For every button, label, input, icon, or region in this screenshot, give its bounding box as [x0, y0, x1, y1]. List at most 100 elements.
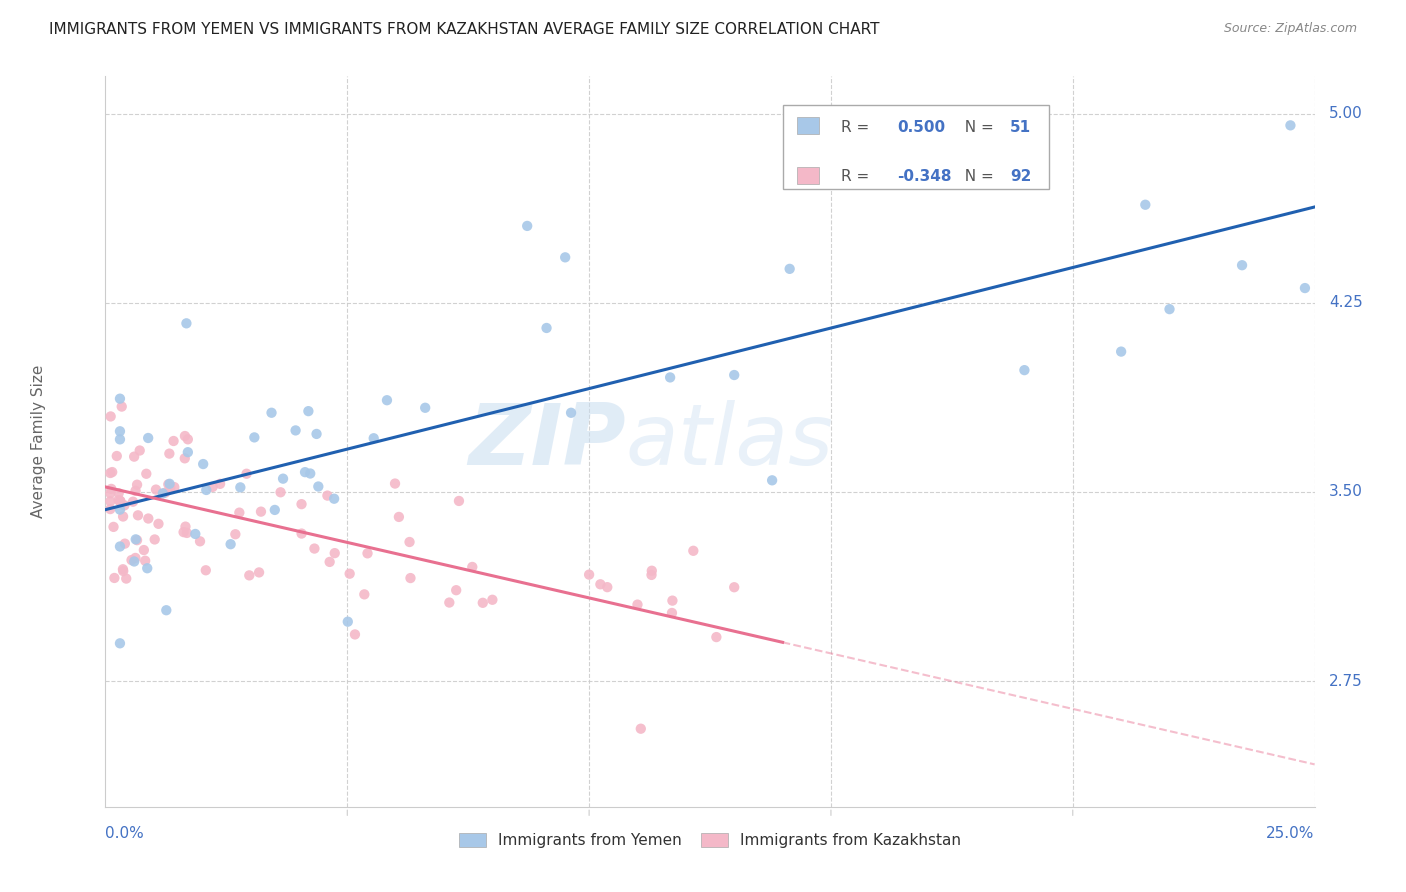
- Point: [125, 533, 148, 547]
- Point: [661, 593, 683, 607]
- Point: [121, 553, 143, 567]
- Point: [157, 447, 180, 461]
- Text: atlas: atlas: [626, 400, 834, 483]
- Point: [290, 497, 312, 511]
- Point: [318, 555, 340, 569]
- Point: [779, 261, 801, 276]
- Point: [108, 433, 131, 447]
- Point: [228, 506, 250, 520]
- Point: [108, 636, 131, 650]
- Point: [122, 494, 145, 508]
- Point: [596, 580, 619, 594]
- Point: [209, 476, 232, 491]
- Point: [155, 603, 177, 617]
- Point: [661, 606, 683, 620]
- Point: [554, 250, 576, 264]
- Point: [516, 219, 538, 233]
- Point: [560, 406, 582, 420]
- Point: [219, 537, 242, 551]
- Text: ZIP: ZIP: [468, 400, 626, 483]
- Text: Average Family Size: Average Family Size: [31, 365, 46, 518]
- Point: [271, 472, 294, 486]
- Point: [284, 424, 307, 438]
- Bar: [797, 167, 818, 184]
- Point: [108, 392, 131, 406]
- Point: [641, 564, 664, 578]
- Point: [103, 571, 125, 585]
- Point: [148, 516, 170, 531]
- Point: [336, 615, 359, 629]
- Point: [110, 494, 132, 508]
- Point: [174, 429, 197, 443]
- Point: [98, 502, 121, 516]
- Point: [270, 485, 292, 500]
- Point: [260, 406, 283, 420]
- Point: [384, 476, 406, 491]
- Text: N =: N =: [956, 169, 1000, 185]
- Point: [659, 370, 682, 384]
- Text: 2.75: 2.75: [1329, 673, 1362, 689]
- Point: [238, 568, 260, 582]
- Point: [1135, 198, 1157, 212]
- Point: [761, 473, 783, 487]
- Point: [682, 543, 704, 558]
- Point: [323, 491, 346, 506]
- Point: [176, 525, 198, 540]
- Point: [122, 554, 145, 568]
- Text: R =: R =: [841, 169, 873, 185]
- Point: [578, 567, 600, 582]
- Point: [188, 534, 211, 549]
- Point: [100, 409, 122, 424]
- Text: R =: R =: [841, 120, 873, 135]
- Point: [305, 426, 328, 441]
- Point: [157, 477, 180, 491]
- Point: [143, 533, 166, 547]
- Point: [399, 571, 422, 585]
- Point: [536, 321, 558, 335]
- Point: [163, 480, 186, 494]
- Point: [177, 445, 200, 459]
- Point: [124, 550, 146, 565]
- Point: [481, 592, 503, 607]
- Point: [174, 519, 197, 533]
- Point: [98, 466, 121, 480]
- Point: [176, 316, 198, 330]
- Point: [723, 368, 745, 382]
- Point: [159, 476, 181, 491]
- Point: [375, 393, 398, 408]
- Point: [447, 494, 470, 508]
- Point: [136, 561, 159, 575]
- Point: [297, 404, 319, 418]
- Point: [1159, 302, 1181, 317]
- Text: 0.0%: 0.0%: [105, 826, 145, 840]
- Point: [159, 481, 181, 495]
- Point: [125, 477, 148, 491]
- Text: N =: N =: [956, 120, 1000, 135]
- Point: [193, 457, 215, 471]
- Point: [1230, 258, 1253, 272]
- Point: [388, 510, 411, 524]
- Point: [323, 546, 346, 560]
- Text: 25.0%: 25.0%: [1267, 826, 1315, 840]
- Point: [127, 508, 149, 523]
- FancyBboxPatch shape: [783, 105, 1049, 189]
- Point: [343, 627, 366, 641]
- Point: [173, 525, 195, 540]
- Point: [263, 503, 285, 517]
- Point: [723, 580, 745, 594]
- Legend: Immigrants from Yemen, Immigrants from Kazakhstan: Immigrants from Yemen, Immigrants from K…: [453, 827, 967, 855]
- Point: [128, 443, 150, 458]
- Point: [105, 449, 128, 463]
- Point: [461, 560, 484, 574]
- Point: [145, 483, 167, 497]
- Point: [136, 511, 159, 525]
- Point: [316, 489, 339, 503]
- Point: [439, 596, 461, 610]
- Point: [201, 480, 224, 494]
- Point: [250, 505, 273, 519]
- Point: [294, 465, 316, 479]
- Point: [1294, 281, 1316, 295]
- Point: [363, 431, 385, 445]
- Point: [247, 566, 270, 580]
- Point: [108, 502, 131, 516]
